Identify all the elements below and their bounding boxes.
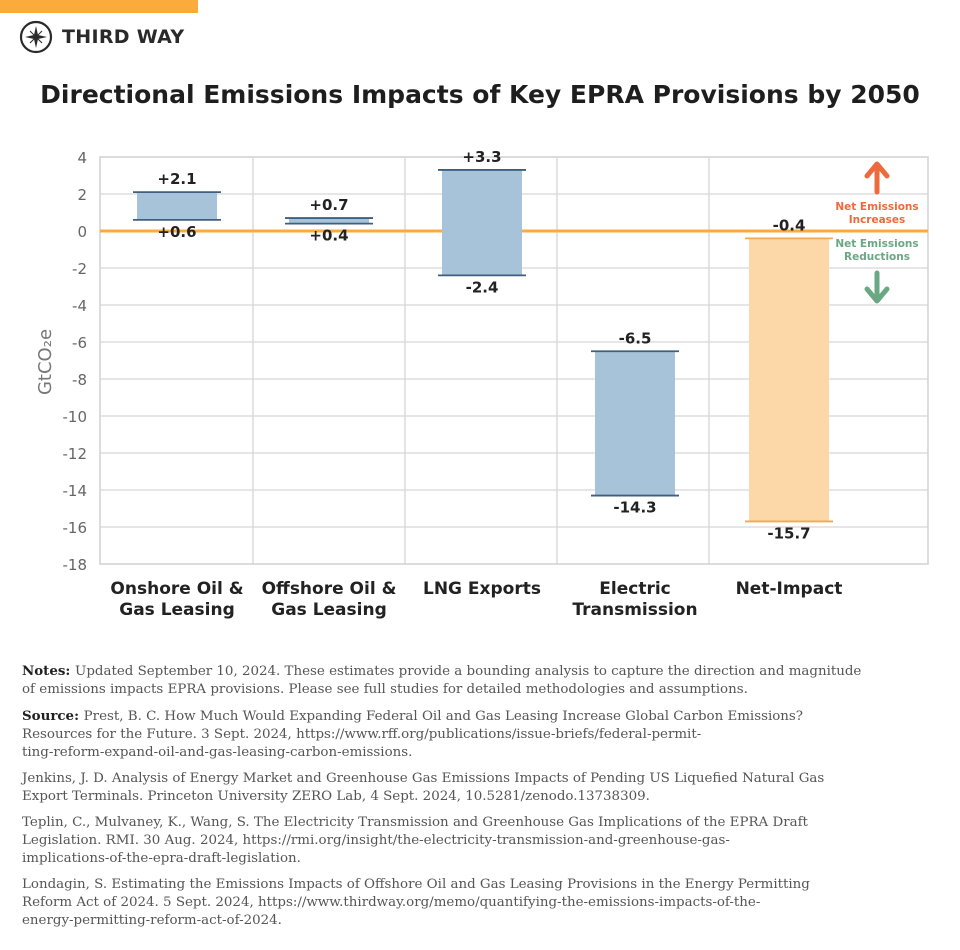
data-label-low: -14.3: [613, 499, 656, 517]
y-tick-label: 2: [77, 186, 87, 204]
note-line: ting-reform-expand-oil-and-gas-leasing-c…: [22, 745, 413, 760]
arrow-up-icon: [864, 161, 890, 195]
note-line: Teplin, C., Mulvaney, K., Wang, S. The E…: [22, 815, 808, 830]
notes-section: Notes: Updated September 10, 2024. These…: [22, 662, 861, 938]
data-label-high: -6.5: [619, 329, 652, 347]
data-label-low: +0.6: [157, 223, 196, 241]
note-label: Source:: [22, 708, 84, 724]
category-label: Gas Leasing: [119, 600, 235, 620]
source-paragraph: Source: Prest, B. C. How Much Would Expa…: [22, 707, 861, 762]
y-tick-label: -14: [63, 482, 88, 500]
y-tick-label: 0: [77, 223, 87, 241]
note-line: Export Terminals. Princeton University Z…: [22, 789, 650, 804]
data-label-high: +2.1: [157, 170, 196, 188]
y-tick-label: -4: [72, 297, 87, 315]
category-label: Net-Impact: [736, 579, 843, 599]
note-line: implications-of-the-epra-draft-legislati…: [22, 851, 301, 866]
bar: [137, 192, 217, 220]
category-label: Offshore Oil &: [262, 579, 397, 599]
category-label: Transmission: [572, 600, 697, 620]
source-paragraph: Londagin, S. Estimating the Emissions Im…: [22, 876, 861, 930]
bar: [749, 238, 829, 522]
note-line: Source: Prest, B. C. How Much Would Expa…: [22, 708, 803, 724]
data-label-low: -15.7: [767, 524, 810, 542]
category-label: Onshore Oil &: [110, 579, 243, 599]
net-emissions-reductions-label: Reductions: [844, 251, 910, 263]
note-line: Reform Act of 2024. 5 Sept. 2024, https:…: [22, 895, 761, 910]
note-line: Resources for the Future. 3 Sept. 2024, …: [22, 727, 702, 742]
bar: [442, 169, 522, 276]
note-line: of emissions impacts EPRA provisions. Pl…: [22, 682, 748, 697]
data-label-high: -0.4: [773, 216, 806, 234]
y-tick-label: -12: [63, 445, 88, 463]
arrow-down-icon: [864, 270, 890, 304]
note-line: energy-permitting-reform-act-of-2024.: [22, 913, 282, 928]
brand-accent-bar: [0, 0, 198, 13]
y-tick-label: -6: [72, 334, 87, 352]
y-tick-label: -8: [72, 371, 87, 389]
net-emissions-reductions-label: Net Emissions: [835, 238, 918, 250]
note-label: Notes:: [22, 663, 76, 679]
y-tick-label: 4: [77, 149, 87, 167]
data-label-low: -2.4: [466, 278, 499, 296]
source-paragraph: Jenkins, J. D. Analysis of Energy Market…: [22, 770, 861, 806]
third-way-logo: THIRD WAY: [19, 20, 184, 54]
compass-icon: [19, 20, 53, 54]
category-label: Electric: [599, 579, 670, 599]
y-tick-label: -2: [72, 260, 87, 278]
net-emissions-increases-label: Net Emissions: [835, 201, 918, 213]
chart-title: Directional Emissions Impacts of Key EPR…: [40, 80, 920, 109]
source-paragraph: Teplin, C., Mulvaney, K., Wang, S. The E…: [22, 814, 861, 868]
note-line: Legislation. RMI. 30 Aug. 2024, https://…: [22, 833, 730, 848]
data-label-low: +0.4: [309, 227, 348, 245]
data-label-high: +0.7: [309, 196, 348, 214]
y-tick-label: -10: [63, 408, 88, 426]
note-line: Notes: Updated September 10, 2024. These…: [22, 663, 862, 679]
net-emissions-increases-label: Increases: [849, 214, 906, 226]
category-label: LNG Exports: [423, 579, 541, 599]
y-tick-label: -18: [63, 556, 88, 574]
note-line: Jenkins, J. D. Analysis of Energy Market…: [22, 771, 825, 786]
y-tick-label: -16: [63, 519, 88, 537]
data-label-high: +3.3: [462, 148, 501, 166]
bar: [289, 218, 369, 224]
chart: 4 2 0 -2 -4 -6 -8 -10 -12 -14 -16 -18 GtCO₂e +2.1 +0.6…: [35, 148, 929, 620]
bar: [595, 351, 675, 496]
note-line: Londagin, S. Estimating the Emissions Im…: [22, 877, 810, 892]
category-label: Gas Leasing: [271, 600, 387, 620]
brand-name: THIRD WAY: [62, 26, 185, 48]
notes-paragraph: Notes: Updated September 10, 2024. These…: [22, 662, 861, 699]
y-axis-label: GtCO₂e: [35, 329, 56, 395]
